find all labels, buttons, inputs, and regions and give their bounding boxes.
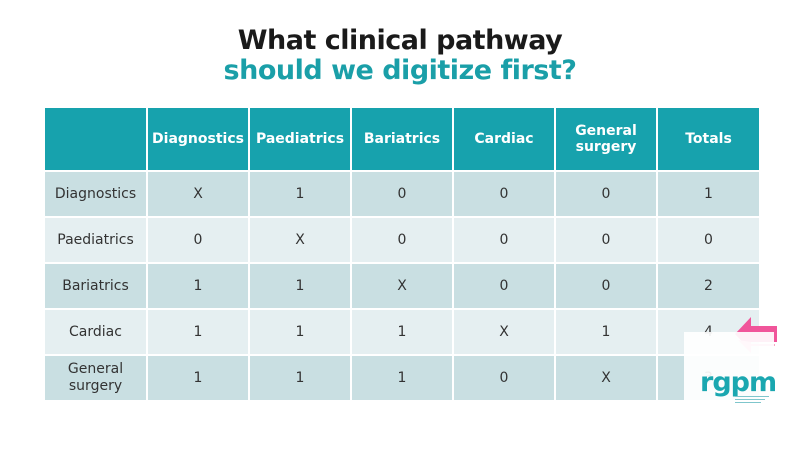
table-row: General surgery 1 1 1 0 X 3 <box>45 354 759 400</box>
table-cell: X <box>453 308 556 355</box>
table-cell: 1 <box>249 262 352 309</box>
table-header-row: Diagnostics Paediatrics Bariatrics Cardi… <box>45 108 759 171</box>
header-paediatrics: Paediatrics <box>249 108 352 171</box>
table-cell: 0 <box>453 170 556 217</box>
total-cell: 2 <box>657 262 759 309</box>
table-cell: 1 <box>147 262 250 309</box>
row-label: Bariatrics <box>45 262 148 309</box>
table-cell: 1 <box>249 170 352 217</box>
table-cell: 1 <box>249 308 352 355</box>
table-row: Bariatrics 1 1 X 0 0 2 <box>45 262 759 309</box>
total-cell: 0 <box>657 216 759 263</box>
row-label: General surgery <box>45 354 148 400</box>
logo-tagline-mark <box>735 396 769 403</box>
header-general-surgery: General surgery <box>555 108 658 171</box>
header-cardiac: Cardiac <box>453 108 556 171</box>
table-cell: X <box>147 170 250 217</box>
table-cell: 0 <box>453 354 556 400</box>
table-cell: X <box>351 262 454 309</box>
header-totals: Totals <box>657 108 759 171</box>
title-line-1: What clinical pathway <box>237 25 563 56</box>
company-logo: rgpm <box>700 367 777 398</box>
table-row: Paediatrics 0 X 0 0 0 0 <box>45 216 759 263</box>
table-cell: X <box>249 216 352 263</box>
table-cell: 0 <box>453 262 556 309</box>
total-cell: 1 <box>657 170 759 217</box>
table-cell: 1 <box>249 354 352 400</box>
table-row: Diagnostics X 1 0 0 0 1 <box>45 170 759 217</box>
table-cell: 0 <box>555 216 658 263</box>
table-cell: 0 <box>147 216 250 263</box>
pathway-matrix-table: Diagnostics Paediatrics Bariatrics Cardi… <box>45 108 759 400</box>
row-label: Diagnostics <box>45 170 148 217</box>
table-cell: 1 <box>351 308 454 355</box>
header-corner <box>45 108 148 171</box>
header-diagnostics: Diagnostics <box>147 108 250 171</box>
table-cell: 1 <box>555 308 658 355</box>
logo-backdrop <box>684 332 774 408</box>
table-cell: 0 <box>351 216 454 263</box>
table-cell: 1 <box>147 354 250 400</box>
table-row: Cardiac 1 1 1 X 1 4 <box>45 308 759 355</box>
header-bariatrics: Bariatrics <box>351 108 454 171</box>
slide-title: What clinical pathway should we digitize… <box>0 26 800 86</box>
row-label: Cardiac <box>45 308 148 355</box>
row-label: Paediatrics <box>45 216 148 263</box>
table-cell: 1 <box>351 354 454 400</box>
table-cell: X <box>555 354 658 400</box>
table-cell: 0 <box>453 216 556 263</box>
table-cell: 0 <box>555 170 658 217</box>
table-cell: 0 <box>555 262 658 309</box>
table-cell: 0 <box>351 170 454 217</box>
table-cell: 1 <box>147 308 250 355</box>
title-line-2: should we digitize first? <box>223 55 577 86</box>
